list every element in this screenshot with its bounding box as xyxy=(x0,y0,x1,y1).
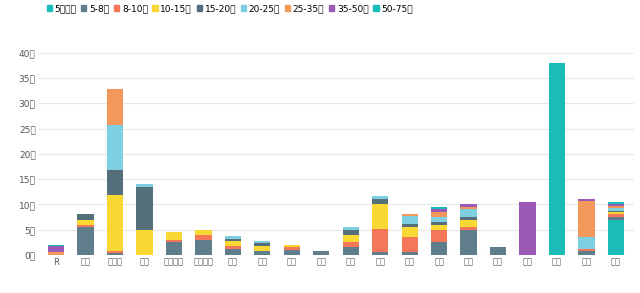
Bar xyxy=(136,187,152,230)
Bar xyxy=(608,212,624,214)
Bar xyxy=(401,217,418,224)
Bar xyxy=(431,217,447,222)
Bar xyxy=(342,227,359,230)
Bar xyxy=(254,243,271,246)
Bar xyxy=(490,247,506,255)
Bar xyxy=(549,63,565,255)
Bar xyxy=(225,249,241,255)
Bar xyxy=(313,251,330,255)
Bar xyxy=(107,125,123,170)
Bar xyxy=(608,202,624,205)
Bar xyxy=(431,242,447,255)
Bar xyxy=(401,214,418,217)
Bar xyxy=(461,207,477,209)
Bar xyxy=(254,246,271,251)
Bar xyxy=(136,230,152,255)
Bar xyxy=(431,209,447,212)
Bar xyxy=(254,251,271,255)
Bar xyxy=(461,219,477,227)
Bar xyxy=(225,246,241,249)
Legend: 5万以下, 5-8万, 8-10万, 10-15万, 15-20万, 20-25万, 25-35万, 35-50万, 50-75万: 5万以下, 5-8万, 8-10万, 10-15万, 15-20万, 20-25… xyxy=(43,1,417,17)
Bar xyxy=(579,199,595,201)
Bar xyxy=(579,249,595,251)
Bar xyxy=(431,224,447,230)
Bar xyxy=(77,227,93,255)
Bar xyxy=(372,204,388,229)
Bar xyxy=(401,224,418,226)
Bar xyxy=(77,219,93,224)
Bar xyxy=(107,89,123,125)
Bar xyxy=(166,240,182,242)
Bar xyxy=(48,246,64,252)
Bar xyxy=(431,212,447,217)
Bar xyxy=(608,208,624,211)
Bar xyxy=(77,214,93,219)
Bar xyxy=(195,235,211,240)
Bar xyxy=(166,242,182,255)
Bar xyxy=(225,239,241,241)
Bar xyxy=(431,230,447,242)
Bar xyxy=(431,207,447,209)
Bar xyxy=(461,217,477,219)
Bar xyxy=(166,232,182,240)
Bar xyxy=(608,206,624,208)
Bar xyxy=(107,195,123,251)
Bar xyxy=(431,222,447,224)
Bar xyxy=(107,253,123,255)
Bar xyxy=(401,252,418,255)
Bar xyxy=(461,209,477,217)
Bar xyxy=(342,247,359,255)
Bar xyxy=(342,235,359,242)
Bar xyxy=(461,205,477,207)
Bar xyxy=(401,226,418,237)
Bar xyxy=(225,241,241,246)
Bar xyxy=(48,245,64,246)
Bar xyxy=(195,230,211,235)
Bar xyxy=(401,237,418,252)
Bar xyxy=(579,251,595,255)
Bar xyxy=(579,237,595,249)
Bar xyxy=(608,205,624,206)
Bar xyxy=(342,242,359,247)
Bar xyxy=(579,201,595,237)
Bar xyxy=(195,240,211,255)
Bar xyxy=(284,250,300,255)
Bar xyxy=(136,184,152,187)
Bar xyxy=(372,252,388,255)
Bar xyxy=(608,219,624,255)
Bar xyxy=(254,241,271,243)
Bar xyxy=(608,217,624,219)
Bar xyxy=(372,196,388,199)
Bar xyxy=(461,230,477,255)
Bar xyxy=(48,252,64,255)
Bar xyxy=(284,247,300,250)
Bar xyxy=(608,214,624,217)
Bar xyxy=(107,170,123,195)
Bar xyxy=(461,227,477,230)
Bar xyxy=(520,202,536,255)
Bar xyxy=(342,230,359,235)
Bar xyxy=(77,224,93,227)
Bar xyxy=(107,251,123,253)
Bar xyxy=(372,229,388,252)
Bar xyxy=(372,199,388,204)
Bar xyxy=(608,211,624,212)
Bar xyxy=(284,245,300,247)
Bar xyxy=(225,236,241,239)
